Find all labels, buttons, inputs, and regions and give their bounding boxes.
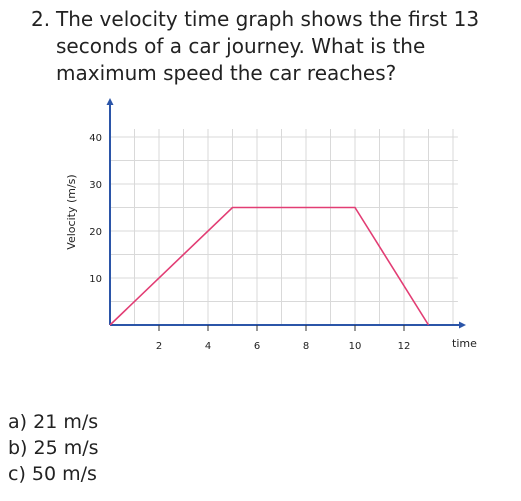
x-axis-arrow (459, 321, 466, 329)
x-tick-label: 2 (156, 341, 162, 352)
answer-option-a[interactable]: a) 21 m/s (8, 409, 99, 435)
answer-text: 25 m/s (33, 437, 99, 459)
answer-option-b[interactable]: b) 25 m/s (8, 435, 99, 461)
x-axis-label: time (452, 337, 477, 350)
answer-text: 50 m/s (31, 463, 97, 485)
y-axis-arrow (106, 98, 114, 105)
chart-series (109, 206, 430, 326)
y-tick-label: 10 (89, 274, 102, 285)
x-tick-label: 8 (303, 341, 309, 352)
answer-text: 21 m/s (33, 411, 99, 433)
question-text: The velocity time graph shows the first … (56, 7, 480, 85)
answer-letter: b) (8, 437, 28, 459)
x-tick-label: 10 (349, 341, 362, 352)
y-tick-label: 20 (89, 227, 102, 238)
chart-grid (110, 129, 458, 325)
question: 2. The velocity time graph shows the firs… (31, 6, 511, 87)
answer-letter: c) (8, 463, 26, 485)
answer-letter: a) (8, 411, 28, 433)
velocity-time-chart: 2 4 6 8 10 12 10 20 30 40 time Velocity (m/s) (65, 98, 477, 352)
x-tick-label: 6 (254, 341, 260, 352)
series-line (109, 206, 430, 326)
answer-list: a) 21 m/s b) 25 m/s c) 50 m/s (8, 409, 99, 487)
chart-axes (106, 98, 466, 329)
answer-option-c[interactable]: c) 50 m/s (8, 461, 99, 487)
chart-tick-labels: 2 4 6 8 10 12 10 20 30 40 (89, 133, 410, 352)
question-number: 2. (31, 7, 51, 31)
y-tick-label: 30 (89, 180, 102, 191)
y-axis-label: Velocity (m/s) (65, 174, 78, 249)
x-tick-label: 12 (398, 341, 411, 352)
y-tick-label: 40 (89, 133, 102, 144)
x-tick-label: 4 (205, 341, 211, 352)
